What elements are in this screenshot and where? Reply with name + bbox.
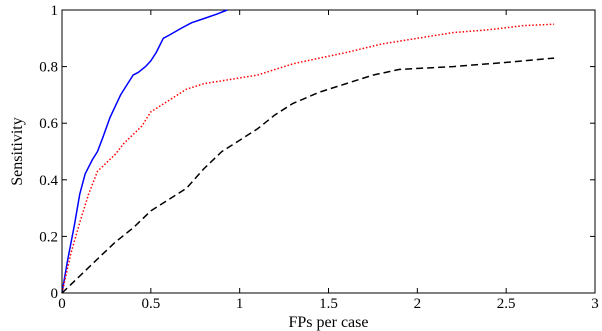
- x-tick-label: 1: [236, 296, 244, 312]
- ticks-layer: 0 0.5 1 1.5 2 2.5 3 0 0.2 0.4 0.6 0.8 1: [39, 3, 599, 312]
- series-line-3: [61, 57, 555, 294]
- series-line-2: [61, 23, 555, 294]
- x-tick-label: 2: [414, 296, 422, 312]
- x-tick-label: 3: [591, 296, 599, 312]
- y-tick-label: 0.4: [39, 173, 58, 189]
- y-tick-label: 0.2: [39, 229, 58, 245]
- plot-frame: [61, 9, 596, 294]
- plot-border: [61, 9, 596, 294]
- series-layer: [61, 9, 555, 294]
- x-tick-label: 1.5: [319, 296, 338, 312]
- series-line-1: [61, 9, 228, 294]
- y-tick-label: 0: [51, 286, 59, 302]
- y-tick-label: 1: [51, 3, 59, 19]
- y-tick-label: 0.6: [39, 116, 58, 132]
- x-axis-label: FPs per case: [289, 314, 369, 331]
- y-tick-label: 0.8: [39, 60, 58, 76]
- x-tick-label: 2.5: [497, 296, 516, 312]
- x-tick-label: 0.5: [141, 296, 160, 312]
- x-tick-label: 0: [58, 296, 66, 312]
- y-axis-label: Sensitivity: [9, 117, 26, 185]
